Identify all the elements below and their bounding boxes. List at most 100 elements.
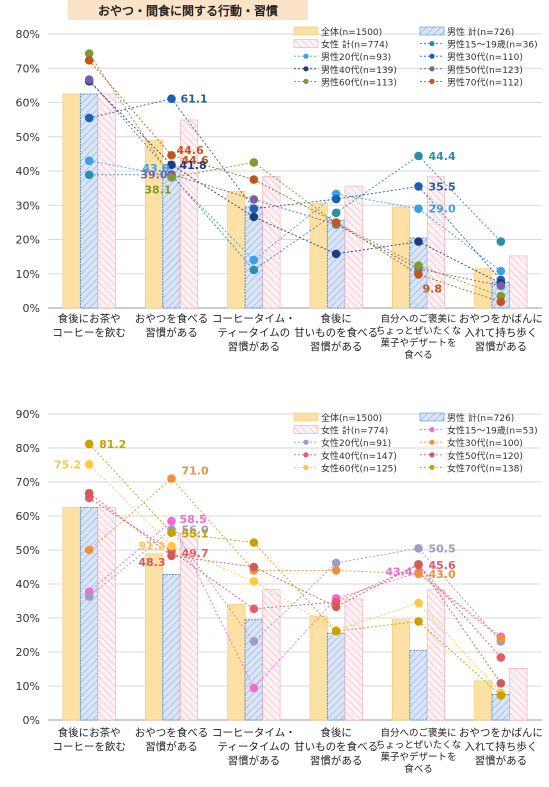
series-marker bbox=[414, 598, 423, 608]
series-marker bbox=[331, 566, 341, 575]
data-label: 9.8 bbox=[423, 282, 443, 295]
legend-label: 男性50代(n=123) bbox=[447, 64, 523, 76]
x-category-label: おやつを食べる bbox=[135, 312, 209, 325]
data-label: 50.5 bbox=[429, 542, 456, 555]
x-category-label: ティータイムの bbox=[217, 327, 290, 339]
legend-swatch-marker bbox=[429, 439, 435, 445]
title-band: おやつ・間食に関する行動・習慣 bbox=[68, 0, 308, 20]
x-category-label: 食後に bbox=[320, 726, 352, 739]
series-line bbox=[88, 443, 502, 696]
data-label: 49.7 bbox=[182, 547, 209, 560]
legend-label: 全体(n=1500) bbox=[321, 412, 382, 424]
legend-swatch bbox=[293, 39, 319, 48]
y-tick-label: 60% bbox=[16, 97, 40, 110]
bar-total bbox=[391, 619, 411, 721]
data-label: 45.6 bbox=[429, 559, 456, 572]
legend-label: 女性 計(n=774) bbox=[321, 425, 388, 437]
bar-female bbox=[426, 176, 446, 309]
bar-total bbox=[62, 507, 81, 721]
series-line bbox=[88, 464, 502, 694]
data-label: 39.0 bbox=[140, 168, 167, 181]
legend-label: 男性30代(n=110) bbox=[447, 51, 523, 63]
legend-label: 男性40代(n=139) bbox=[321, 64, 397, 76]
bar-male bbox=[244, 619, 264, 721]
y-tick-label: 90% bbox=[16, 408, 40, 421]
bar-female bbox=[179, 533, 199, 721]
series-marker bbox=[249, 195, 259, 204]
series-line bbox=[88, 80, 502, 284]
series-marker bbox=[84, 488, 94, 498]
legend-swatch-marker bbox=[429, 66, 435, 72]
series-marker bbox=[331, 626, 341, 636]
series-marker bbox=[167, 173, 176, 182]
data-label: 44.6 bbox=[177, 144, 204, 157]
series-marker bbox=[167, 516, 176, 526]
y-tick-label: 80% bbox=[16, 28, 40, 41]
series-marker bbox=[249, 604, 259, 614]
bar-female bbox=[262, 176, 281, 309]
y-tick-label: 70% bbox=[16, 62, 40, 75]
bar-female bbox=[262, 589, 281, 721]
series-marker bbox=[167, 474, 176, 483]
page-title: おやつ・間食に関する行動・習慣 bbox=[97, 3, 278, 18]
series-marker bbox=[167, 541, 176, 551]
y-tick-label: 20% bbox=[16, 646, 40, 659]
bar-female bbox=[509, 255, 528, 309]
x-category-label: コーヒータイム・ bbox=[212, 727, 296, 739]
x-category-label: 甘いものを食べる bbox=[294, 326, 378, 339]
legend-label: 男性15～19歳(n=36) bbox=[447, 39, 538, 51]
series-marker bbox=[167, 150, 176, 160]
bar-male bbox=[326, 632, 346, 721]
data-label: 41.8 bbox=[180, 159, 207, 172]
x-category-label: 食後にお茶や bbox=[58, 312, 121, 325]
data-label: 43.0 bbox=[429, 568, 456, 581]
y-tick-label: 0% bbox=[23, 302, 40, 315]
x-category-label: 食後にお茶や bbox=[58, 726, 121, 739]
legend-label: 女性40代(n=147) bbox=[321, 450, 397, 462]
series-line bbox=[88, 497, 502, 658]
series-marker bbox=[84, 156, 94, 166]
legend-swatch bbox=[293, 425, 319, 434]
series-marker bbox=[414, 569, 423, 579]
x-category-label: コーヒーを飲む bbox=[52, 740, 126, 753]
x-category-label: 習慣がある bbox=[145, 326, 198, 339]
x-category-label: コーヒータイム・ bbox=[212, 313, 296, 325]
series-marker bbox=[414, 182, 423, 191]
series-line bbox=[88, 477, 502, 639]
series-marker bbox=[167, 94, 176, 104]
series-marker bbox=[84, 75, 94, 84]
bar-male bbox=[79, 507, 99, 721]
bar-male bbox=[326, 220, 346, 309]
legend: 全体(n=1500) 男性 計(n=726) 女性 計(n=774) 女性15～19歳… bbox=[293, 412, 538, 474]
bar-female bbox=[426, 589, 446, 721]
x-category-label: 食べる bbox=[404, 763, 433, 775]
data-label: 43.4 bbox=[385, 565, 412, 578]
series-marker bbox=[496, 691, 506, 700]
data-label: 35.5 bbox=[429, 180, 456, 193]
chart-male: 0% 10% 20% 30% 40% 50% 60% 70% 80% 61.1 44.644.6 43… bbox=[16, 26, 543, 361]
y-tick-label: 10% bbox=[16, 680, 40, 693]
legend-swatch-marker bbox=[429, 427, 435, 433]
legend-swatch-marker bbox=[429, 78, 435, 84]
legend-label: 女性15～19歳(n=53) bbox=[447, 425, 538, 437]
legend-swatch-marker bbox=[429, 452, 435, 458]
series-marker bbox=[249, 576, 259, 586]
series-marker bbox=[249, 538, 259, 547]
legend-swatch-marker bbox=[303, 78, 309, 84]
series-marker bbox=[167, 160, 176, 170]
legend-swatch-marker bbox=[429, 41, 435, 47]
legend-label: 男性 計(n=726) bbox=[447, 412, 514, 424]
legend-swatch-marker bbox=[303, 53, 309, 59]
legend-label: 女性20代(n=91) bbox=[321, 437, 391, 449]
x-category-label: 習慣がある bbox=[145, 740, 198, 753]
data-label: 71.0 bbox=[182, 465, 209, 478]
series-marker bbox=[84, 592, 94, 601]
series-marker bbox=[331, 208, 341, 218]
series-marker bbox=[414, 617, 423, 626]
data-label: 29.0 bbox=[429, 203, 456, 216]
x-category-label: おやつをかばんに bbox=[459, 313, 543, 325]
series-marker bbox=[496, 634, 506, 643]
data-label: 44.6 bbox=[182, 154, 209, 167]
x-category-label: 食後に bbox=[320, 312, 352, 325]
x-category-label: 習慣がある bbox=[310, 340, 363, 353]
